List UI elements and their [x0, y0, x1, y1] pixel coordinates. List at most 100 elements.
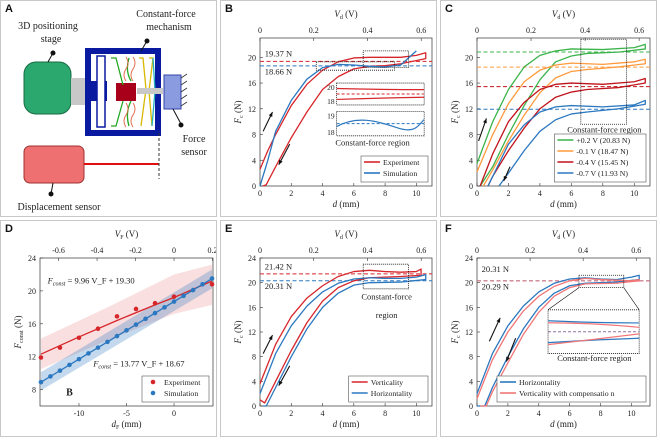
x-axis-label: d (mm) — [333, 199, 360, 209]
y-tick-label: 24 — [248, 254, 256, 263]
inset-tick-label: 20 — [327, 83, 335, 92]
arrow-head-icon — [506, 356, 510, 362]
data-point — [171, 294, 177, 299]
top-tick-label: 0.6 — [634, 26, 644, 35]
panel-label: D — [5, 223, 13, 235]
constant-force-region-box — [580, 38, 627, 125]
x-tick-label: 8 — [383, 409, 387, 418]
y-tick-label: 8 — [252, 353, 256, 362]
y-tick-label: 16 — [248, 303, 256, 312]
y-tick-label: 20 — [28, 287, 36, 296]
legend-entry: Simulation — [383, 169, 417, 178]
x-axis-label: d (mm) — [550, 199, 577, 209]
x-tick-label: 2 — [289, 189, 293, 198]
x-tick-label: 6 — [568, 409, 572, 418]
top-tick-label: 0.6 — [416, 26, 426, 35]
arrow-head-icon — [483, 118, 487, 124]
top-tick-label: 0.2 — [208, 246, 217, 255]
legend-entry: Verticality with compensatio n — [519, 389, 615, 398]
data-point — [143, 316, 148, 322]
value-label: 21.42 N — [265, 262, 292, 272]
arrow-head-icon — [503, 175, 508, 181]
top-tick-label: 0 — [172, 246, 176, 255]
constant-force-region-box — [315, 61, 395, 71]
arrow-head-icon — [496, 317, 501, 323]
panel-label: B — [225, 3, 233, 15]
legend-entry: -0.1 V (18.47 N) — [576, 147, 628, 156]
y-tick-label: 4 — [252, 156, 256, 165]
x-tick-label: 8 — [383, 189, 387, 198]
arrow-head-icon — [268, 335, 273, 341]
x-axis-label: d (mm) — [333, 419, 360, 429]
value-label: 20.29 N — [482, 281, 509, 291]
panel-b: B 0 2 4 6 8 10 0 4 8 12 16 20 0 0.2 0.4 0.6 d (mm) Vd (V) F… — [220, 0, 437, 217]
constant-force-region-box — [362, 50, 409, 68]
y-tick-label: 16 — [28, 320, 36, 329]
data-point — [48, 374, 53, 379]
arrow-head-icon — [278, 380, 283, 386]
legend-entry: Horizontality — [371, 389, 413, 398]
data-point — [38, 379, 44, 385]
data-point — [133, 306, 139, 312]
displacement-sensor-label: Displacement sensor — [17, 202, 101, 213]
force-sensor — [163, 74, 182, 110]
x-tick-label: 10 — [627, 409, 635, 418]
constant-force-region-box — [578, 274, 625, 288]
stage-label: 3D positioning — [18, 21, 78, 32]
legend-box — [554, 133, 647, 183]
positioning-stage — [23, 61, 72, 115]
panel-f: F 0 2 4 6 8 10 0 4 8 12 16 20 24 0 0.2 0.4 0.6 d (mm) Vd (V… — [440, 220, 657, 437]
constant-force-mechanism — [85, 48, 163, 136]
zoom-connector — [623, 287, 640, 310]
y-tick-label: 8 — [469, 353, 473, 362]
inset-tick-label: 18 — [327, 97, 335, 106]
series-line — [476, 274, 640, 407]
stray-panel-letter: B — [66, 387, 73, 398]
legend-entry: Verticality — [371, 378, 404, 387]
stage-label-2: stage — [41, 34, 62, 45]
top-tick-label: -0.2 — [129, 246, 142, 255]
data-point — [171, 299, 177, 304]
data-point — [95, 326, 101, 332]
legend-entry: Experiment — [383, 158, 420, 167]
panel-label: F — [445, 223, 452, 235]
fit-equation: Fconst = 13.77 V_F + 18.67 — [92, 359, 184, 371]
data-point — [57, 345, 63, 350]
plot-frame — [259, 37, 433, 187]
y-tick-label: 0 — [252, 182, 256, 191]
y-tick-label: 16 — [465, 79, 473, 88]
y-tick-label: 8 — [32, 386, 36, 395]
data-point — [181, 293, 186, 299]
data-point — [133, 322, 139, 327]
top-tick-label: -0.6 — [52, 246, 65, 255]
region-label: Constant-force region — [557, 353, 632, 363]
top-tick-label: 0 — [258, 246, 262, 255]
x-tick-label: 6 — [352, 189, 356, 198]
data-point — [76, 356, 82, 362]
panel-a: A — [0, 0, 217, 217]
data-point — [200, 282, 205, 287]
series-line — [40, 280, 213, 355]
data-point — [190, 287, 196, 293]
y-tick-label: 16 — [248, 79, 256, 88]
value-label: 20.31 N — [482, 264, 509, 274]
x-tick-label: 2 — [289, 409, 293, 418]
panel-label: A — [5, 3, 13, 15]
ground-hatch — [180, 73, 188, 107]
x-tick-label: 6 — [352, 409, 356, 418]
data-point — [114, 314, 120, 319]
y-tick-label: 0 — [469, 182, 473, 191]
value-label: 20.31 N — [265, 281, 292, 291]
setup-diagram: 3D positioning stage Constant-force mech… — [17, 9, 207, 213]
top-tick-label: 0 — [258, 26, 262, 35]
fit-equation: Fconst = 9.96 V_F + 19.30 — [47, 275, 135, 287]
displacement-sensor — [23, 145, 85, 184]
series-line — [259, 52, 427, 187]
legend-box — [360, 155, 429, 183]
series-line — [479, 77, 646, 187]
inset-series-line — [336, 87, 425, 91]
top-axis-label: Vd (V) — [334, 9, 357, 21]
mechanism-label: Constant-force — [136, 9, 196, 20]
x-tick-label: 2 — [506, 189, 510, 198]
